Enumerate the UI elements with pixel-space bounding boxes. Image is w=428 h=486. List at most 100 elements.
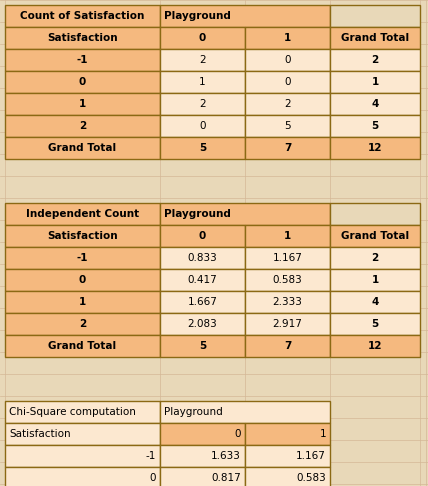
Bar — [5, 313, 160, 335]
Bar — [330, 137, 420, 159]
Text: -1: -1 — [77, 253, 88, 263]
Bar — [5, 93, 160, 115]
Text: Satisfaction: Satisfaction — [47, 33, 118, 43]
Bar — [245, 291, 330, 313]
Bar — [330, 225, 420, 247]
Bar — [160, 467, 245, 486]
Text: 0: 0 — [149, 473, 156, 483]
Text: Playground: Playground — [164, 11, 231, 21]
Text: 0: 0 — [199, 231, 206, 241]
Bar — [160, 115, 245, 137]
Bar — [160, 71, 245, 93]
Bar — [245, 71, 330, 93]
Text: 0: 0 — [235, 429, 241, 439]
Text: 2: 2 — [372, 253, 379, 263]
Text: 1.167: 1.167 — [273, 253, 303, 263]
Bar — [160, 423, 245, 445]
Bar — [245, 313, 330, 335]
Bar — [245, 423, 330, 445]
Text: Grand Total: Grand Total — [341, 33, 409, 43]
Bar — [160, 137, 245, 159]
Text: 5: 5 — [284, 121, 291, 131]
Text: 5: 5 — [372, 121, 379, 131]
Bar — [5, 291, 160, 313]
Bar — [5, 335, 160, 357]
Text: 1: 1 — [79, 297, 86, 307]
Text: 2: 2 — [79, 319, 86, 329]
Bar — [160, 291, 245, 313]
Bar — [245, 225, 330, 247]
Text: 0.583: 0.583 — [273, 275, 302, 285]
Text: 1: 1 — [284, 231, 291, 241]
Text: 0.817: 0.817 — [211, 473, 241, 483]
Text: 0: 0 — [199, 121, 206, 131]
Bar — [160, 203, 330, 225]
Text: 0.583: 0.583 — [296, 473, 326, 483]
Bar — [330, 313, 420, 335]
Text: 2: 2 — [199, 55, 206, 65]
Text: 1: 1 — [199, 77, 206, 87]
Bar — [330, 27, 420, 49]
Text: 2: 2 — [284, 99, 291, 109]
Text: Grand Total: Grand Total — [48, 143, 116, 153]
Text: Satisfaction: Satisfaction — [47, 231, 118, 241]
Bar — [330, 71, 420, 93]
Bar — [160, 49, 245, 71]
Bar — [245, 49, 330, 71]
Bar — [160, 93, 245, 115]
Text: 2.333: 2.333 — [273, 297, 303, 307]
Text: 1: 1 — [319, 429, 326, 439]
Bar — [5, 203, 160, 225]
Text: 0.833: 0.833 — [187, 253, 217, 263]
Bar — [245, 93, 330, 115]
Text: 2: 2 — [372, 55, 379, 65]
Bar — [160, 445, 245, 467]
Text: 5: 5 — [372, 319, 379, 329]
Text: Satisfaction: Satisfaction — [9, 429, 71, 439]
Bar — [245, 115, 330, 137]
Text: Chi-Square computation: Chi-Square computation — [9, 407, 136, 417]
Text: 12: 12 — [368, 143, 382, 153]
Bar — [330, 115, 420, 137]
Bar — [245, 335, 330, 357]
Bar — [5, 137, 160, 159]
Text: 4: 4 — [372, 99, 379, 109]
Text: 2: 2 — [199, 99, 206, 109]
Bar — [245, 27, 330, 49]
Bar — [5, 269, 160, 291]
Text: Independent Count: Independent Count — [26, 209, 139, 219]
Bar — [5, 467, 160, 486]
Text: Grand Total: Grand Total — [48, 341, 116, 351]
Text: Playground: Playground — [164, 209, 231, 219]
Bar — [160, 5, 330, 27]
Bar — [5, 115, 160, 137]
Text: -1: -1 — [146, 451, 156, 461]
Text: 0.417: 0.417 — [187, 275, 217, 285]
Bar — [245, 269, 330, 291]
Bar — [330, 203, 420, 225]
Text: Grand Total: Grand Total — [341, 231, 409, 241]
Bar — [5, 27, 160, 49]
Text: Count of Satisfaction: Count of Satisfaction — [20, 11, 145, 21]
Bar — [330, 49, 420, 71]
Bar — [160, 269, 245, 291]
Text: 5: 5 — [199, 341, 206, 351]
Text: 1: 1 — [284, 33, 291, 43]
Text: 1: 1 — [372, 275, 379, 285]
Bar — [330, 291, 420, 313]
Text: 0: 0 — [284, 77, 291, 87]
Bar — [5, 225, 160, 247]
Bar — [160, 313, 245, 335]
Text: 7: 7 — [284, 143, 291, 153]
Text: 1: 1 — [79, 99, 86, 109]
Text: 0: 0 — [79, 77, 86, 87]
Text: 0: 0 — [79, 275, 86, 285]
Bar — [5, 71, 160, 93]
Bar — [160, 27, 245, 49]
Bar — [330, 335, 420, 357]
Text: 12: 12 — [368, 341, 382, 351]
Bar — [5, 423, 160, 445]
Bar — [5, 445, 160, 467]
Bar — [330, 5, 420, 27]
Bar — [160, 335, 245, 357]
